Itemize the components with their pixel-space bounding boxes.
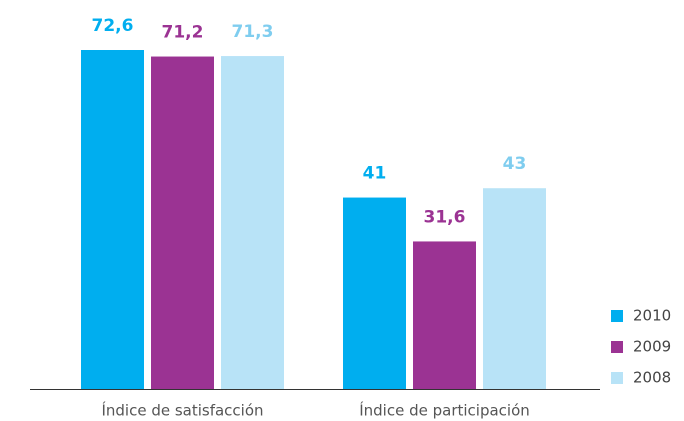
legend-label: 2010 (633, 307, 671, 325)
legend-swatch (611, 310, 623, 322)
bar (221, 56, 284, 389)
value-label: 72,6 (92, 16, 134, 36)
x-tick-label: Índice de satisfacción (101, 401, 263, 420)
value-label: 31,6 (424, 207, 466, 227)
legend-swatch (611, 341, 623, 353)
legend-label: 2009 (633, 338, 671, 356)
value-label: 41 (363, 164, 387, 184)
value-label: 71,3 (232, 22, 274, 42)
value-label: 71,2 (162, 23, 204, 43)
x-tick-label: Índice de participación (359, 401, 530, 420)
value-label: 43 (503, 154, 527, 174)
bar (483, 188, 546, 389)
bar (413, 241, 476, 389)
bar (343, 197, 406, 389)
bar (81, 50, 144, 389)
legend-label: 2008 (633, 369, 671, 387)
bar (151, 56, 214, 389)
legend-swatch (611, 372, 623, 384)
